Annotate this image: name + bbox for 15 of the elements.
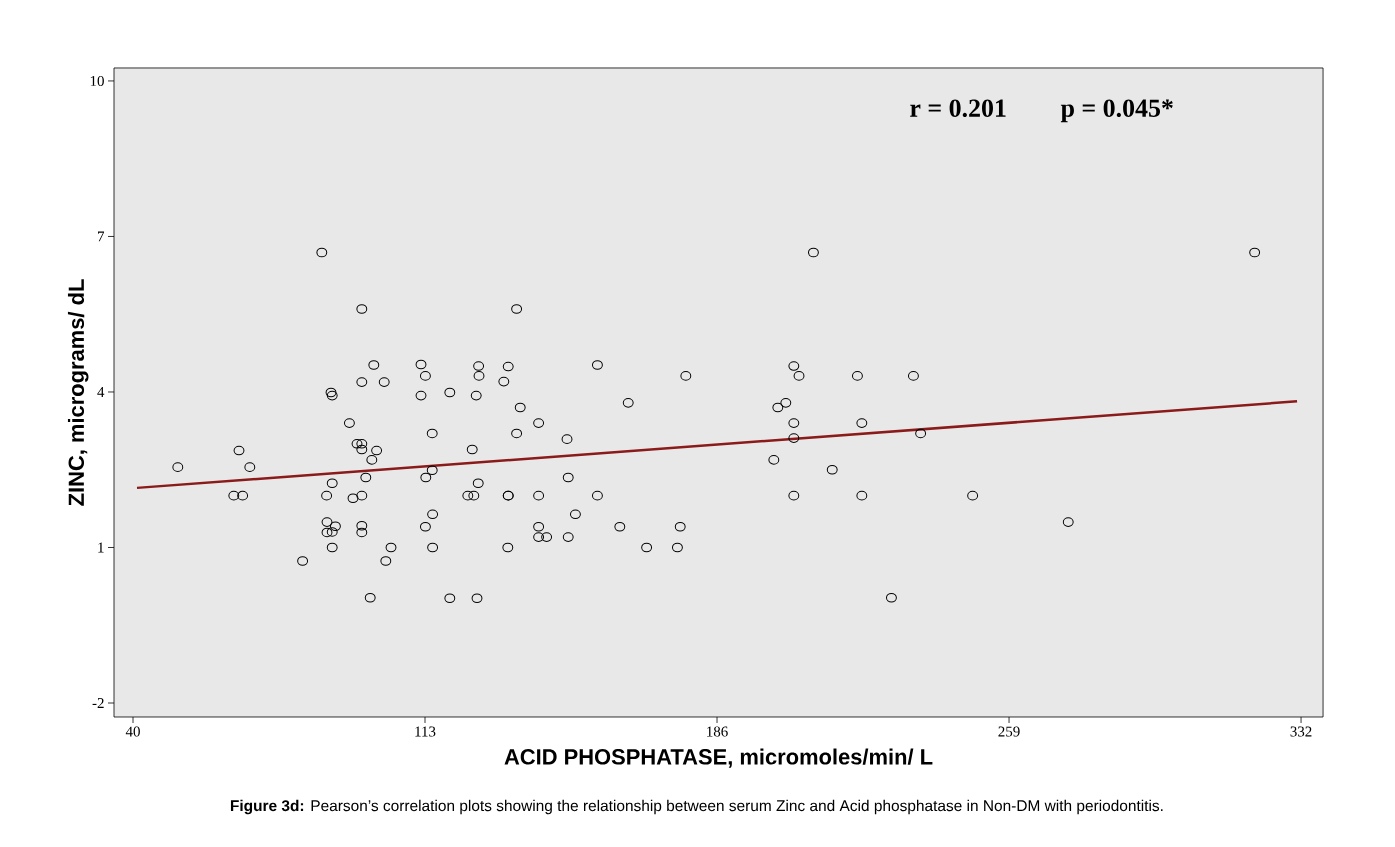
y-tick-label: 10 [90,75,104,86]
annotation: p = 0.045* [1060,99,1173,123]
y-tick-label: 1 [98,542,104,553]
y-tick-label: -2 [92,698,104,708]
x-tick-label: 332 [1290,726,1312,737]
y-tick-label: 4 [97,387,105,397]
x-tick-label: 40 [125,726,140,737]
x-tick-label: 186 [707,726,728,737]
x-axis-title: ACID PHOSPHATASE, micromoles/min/ L [504,748,933,768]
y-tick-label: 7 [98,231,105,242]
y-axis-title: ZINC, micrograms/ dL [67,279,89,506]
annotation: r = 0.201 [910,99,1006,118]
text: Figure 3d: Pearson’s correlation plots showing the relationship between serum Zinc and Acid phosphatase in Non-DM with periodontitis. [230,799,1163,815]
x-tick-label: 259 [998,726,1020,737]
x-tick-label: 113 [415,726,436,737]
